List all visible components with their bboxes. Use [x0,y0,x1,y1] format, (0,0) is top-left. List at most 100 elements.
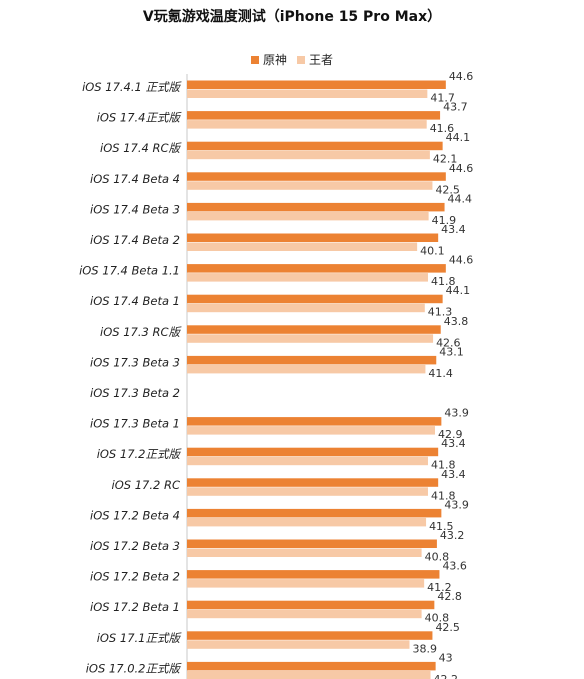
category-label: iOS 17.2 Beta 2 [90,570,180,584]
bar-series-2 [187,334,434,343]
bar-series-2 [187,273,428,282]
bar-series-2 [187,456,428,466]
bar-series-2 [187,150,430,160]
bar-series-1 [187,111,441,120]
bar-series-2 [187,181,433,190]
bar-series-2 [187,548,422,557]
bar-series-1 [187,447,439,457]
category-label: iOS 17.1正式版 [97,631,183,645]
category-label: iOS 17.4 Beta 1.1 [79,264,180,278]
bar-series-2 [187,579,425,588]
data-label: 43.7 [443,101,468,114]
data-label: 38.9 [412,642,437,655]
category-label: iOS 17.2 Beta 3 [90,539,180,553]
bar-series-2 [187,487,428,496]
bar-series-2 [187,303,425,313]
legend: 原神 王者 [0,51,584,68]
bar-series-1 [187,539,437,548]
legend-swatch-series-1 [250,55,259,64]
category-label: iOS 17.4 Beta 4 [90,172,180,186]
bar-series-1 [187,478,439,487]
data-label: 42.6 [436,336,461,349]
category-label: iOS 17.4 RC版 [100,141,182,155]
category-label: iOS 17.2 RC [112,478,180,492]
data-label: 43.4 [441,223,466,236]
data-label: 43.9 [444,407,469,420]
category-label: iOS 17.3 Beta 1 [90,417,180,431]
category-label: iOS 17.4 Beta 3 [90,202,180,216]
chart-title: V玩氪游戏温度测试（iPhone 15 Pro Max） [142,9,442,25]
category-label: iOS 17.3 Beta 2 [90,386,180,400]
data-label: 43.1 [439,345,464,358]
data-label: 40.8 [425,551,450,564]
bar-series-1 [187,325,441,334]
legend-label-series-2: 王者 [309,53,334,67]
bar-series-1 [187,202,445,212]
category-label: iOS 17.2正式版 [97,447,183,461]
data-label: 42.8 [437,590,462,603]
data-label: 43.2 [440,529,465,542]
bar-series-1 [187,141,443,151]
bar-series-2 [187,426,435,435]
bar-series-1 [187,355,437,365]
category-label: iOS 17.3 Beta 3 [90,355,180,369]
data-label: 44.6 [449,254,474,267]
legend-item-series-1: 原神 [250,51,287,68]
data-label: 41.3 [428,306,453,319]
bar-series-1 [187,631,433,640]
bar-series-2 [187,120,427,129]
legend-item-series-2: 王者 [297,51,333,68]
data-label: 41.5 [429,520,454,533]
category-label: iOS 17.4.1 正式版 [82,80,182,94]
data-label: 40.1 [420,245,445,258]
data-label: 44.6 [449,162,474,175]
bar-series-2 [187,242,418,251]
data-label: 42.1 [433,153,458,166]
data-label: 43.8 [444,315,469,328]
data-label: 41.8 [431,459,456,472]
data-label: 42.5 [435,183,460,196]
legend-swatch-series-2 [297,55,305,64]
bar-series-1 [187,80,446,89]
bar-series-1 [187,570,440,579]
bar-series-2 [187,211,429,221]
data-label: 41.8 [431,275,456,288]
bar-series-1 [187,417,442,426]
data-label: 40.8 [425,612,450,625]
bar-series-2 [187,517,427,527]
data-label: 41.4 [428,367,453,380]
data-label: 42.5 [435,621,460,634]
data-label: 42.2 [434,673,459,679]
bar-series-1 [187,508,442,518]
data-label: 43.9 [444,498,469,511]
bar-series-2 [187,89,428,98]
category-label: iOS 17.3 RC版 [100,325,182,339]
category-label: iOS 17.2 Beta 4 [90,508,180,522]
bar-series-1 [187,661,436,671]
data-label: 41.2 [427,581,452,594]
data-label: 41.9 [432,214,457,227]
data-label: 41.8 [431,489,456,502]
data-label: 41.6 [430,122,455,135]
bar-series-1 [187,233,439,242]
bar-series-2 [187,364,426,374]
bar-series-2 [187,640,410,649]
data-label: 44.1 [446,131,471,144]
data-label: 44.6 [449,70,474,83]
bar-series-1 [187,600,435,610]
bar-series-1 [187,294,443,304]
data-label: 42.9 [438,428,463,441]
data-label: 44.1 [446,284,471,297]
bar-series-1 [187,264,446,273]
category-label: iOS 17.4 Beta 1 [90,294,180,308]
category-label: iOS 17.2 Beta 1 [90,600,180,614]
data-label: 43.4 [441,468,466,481]
data-label: 44.4 [448,192,473,205]
bar-series-2 [187,670,431,679]
bar-series-2 [187,609,422,619]
category-label: iOS 17.0.2正式版 [86,661,183,675]
bar-series-1 [187,172,446,181]
legend-label-series-1: 原神 [262,53,287,67]
data-label: 43 [439,651,453,664]
